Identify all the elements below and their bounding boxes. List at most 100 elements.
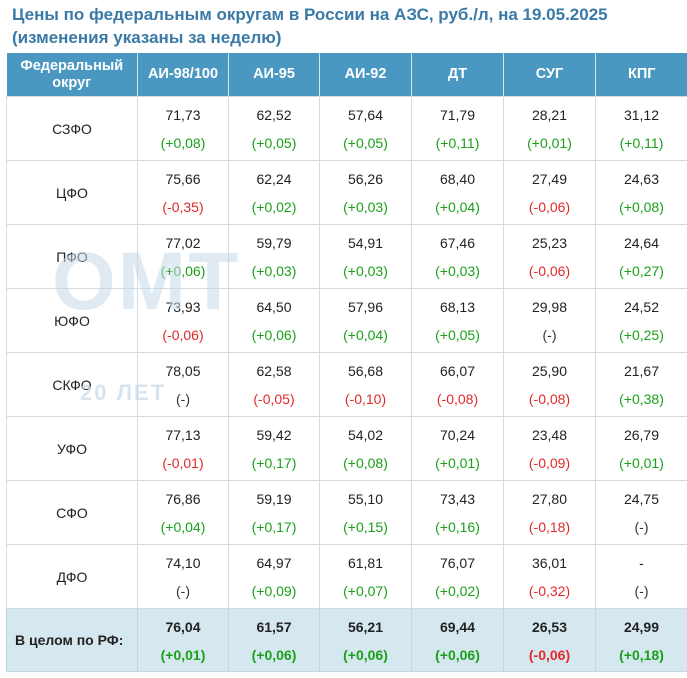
price-cell: 29,98 (-) bbox=[503, 288, 596, 353]
price-change: (-) bbox=[634, 519, 649, 535]
price-cell: 56,21 (+0,06) bbox=[319, 608, 412, 672]
price-value: 64,97 bbox=[256, 555, 292, 571]
price-change: (+0,09) bbox=[251, 583, 297, 599]
price-value: 77,13 bbox=[165, 427, 201, 443]
price-change: (-0,06) bbox=[162, 327, 204, 343]
price-cell: 26,53 (-0,06) bbox=[503, 608, 596, 672]
price-value: 55,10 bbox=[347, 491, 384, 507]
price-change: (+0,18) bbox=[619, 647, 664, 663]
price-value: 61,57 bbox=[256, 619, 292, 635]
price-value: 26,53 bbox=[531, 619, 568, 635]
price-change: (+0,04) bbox=[343, 327, 388, 343]
price-value: 36,01 bbox=[531, 555, 568, 571]
price-cell: 21,67 (+0,38) bbox=[595, 352, 687, 417]
price-value: 61,81 bbox=[347, 555, 384, 571]
price-change: (+0,15) bbox=[343, 519, 388, 535]
price-change: (+0,03) bbox=[343, 263, 388, 279]
price-change: (-0,10) bbox=[344, 391, 387, 407]
price-value: - bbox=[639, 555, 644, 571]
price-cell: 57,96 (+0,04) bbox=[319, 288, 412, 353]
price-cell: 31,12 (+0,11) bbox=[595, 96, 687, 161]
price-value: 25,23 bbox=[531, 235, 568, 251]
price-change: (-0,08) bbox=[436, 391, 479, 407]
price-value: 27,49 bbox=[531, 171, 568, 187]
price-value: 54,02 bbox=[347, 427, 384, 443]
price-cell: 64,50 (+0,06) bbox=[228, 288, 320, 353]
price-cell: 26,79 (+0,01) bbox=[595, 416, 687, 481]
price-change: (+0,27) bbox=[619, 263, 664, 279]
price-value: 24,64 bbox=[623, 235, 660, 251]
table-row: ЮФО 73,93 (-0,06) 64,50 (+0,06) 57,96 (+0,04) 6… bbox=[6, 288, 687, 353]
price-value: 76,86 bbox=[165, 491, 201, 507]
table-row: СКФО 78,05 (-) 62,58 (-0,05) 56,68 (-0,10) 66,0… bbox=[6, 352, 687, 417]
price-value: 76,07 bbox=[439, 555, 476, 571]
price-value: 71,79 bbox=[439, 107, 476, 123]
price-value: 75,66 bbox=[165, 171, 201, 187]
price-value: 23,48 bbox=[531, 427, 568, 443]
price-cell: 57,64 (+0,05) bbox=[319, 96, 412, 161]
price-change: (+0,06) bbox=[160, 263, 206, 279]
price-value: 59,19 bbox=[256, 491, 292, 507]
price-value: 56,68 bbox=[347, 363, 384, 379]
price-change: (+0,03) bbox=[251, 263, 297, 279]
price-change: (+0,02) bbox=[251, 199, 297, 215]
price-cell: 56,26 (+0,03) bbox=[319, 160, 412, 225]
price-change: (-) bbox=[542, 327, 557, 343]
price-cell: 69,44 (+0,06) bbox=[411, 608, 504, 672]
price-cell: 73,93 (-0,06) bbox=[137, 288, 229, 353]
price-value: 74,10 bbox=[165, 555, 201, 571]
price-cell: 71,73 (+0,08) bbox=[137, 96, 229, 161]
price-cell: 64,97 (+0,09) bbox=[228, 544, 320, 609]
price-cell: 36,01 (-0,32) bbox=[503, 544, 596, 609]
price-value: 57,96 bbox=[347, 299, 384, 315]
price-value: 25,90 bbox=[531, 363, 568, 379]
price-value: 78,05 bbox=[165, 363, 201, 379]
price-change: (-0,35) bbox=[162, 199, 204, 215]
header-ai95: АИ-95 bbox=[228, 53, 320, 97]
price-cell: 62,58 (-0,05) bbox=[228, 352, 320, 417]
price-value: 59,42 bbox=[256, 427, 292, 443]
region-name: УФО bbox=[6, 416, 138, 481]
price-value: 66,07 bbox=[439, 363, 476, 379]
price-change: (+0,04) bbox=[435, 199, 480, 215]
price-change: (-0,01) bbox=[162, 455, 204, 471]
region-name: СЗФО bbox=[6, 96, 138, 161]
price-cell: 24,63 (+0,08) bbox=[595, 160, 687, 225]
price-cell: 67,46 (+0,03) bbox=[411, 224, 504, 289]
header-ai92: АИ-92 bbox=[319, 53, 412, 97]
price-value: 68,13 bbox=[439, 299, 476, 315]
price-cell: 25,90 (-0,08) bbox=[503, 352, 596, 417]
price-cell: 25,23 (-0,06) bbox=[503, 224, 596, 289]
fuel-price-table: Федеральный округ АИ-98/100 АИ-95 АИ-92 … bbox=[6, 53, 687, 672]
price-change: (+0,05) bbox=[343, 135, 388, 151]
header-dt: ДТ bbox=[411, 53, 504, 97]
header-kpg: КПГ bbox=[595, 53, 687, 97]
price-cell: 76,86 (+0,04) bbox=[137, 480, 229, 545]
price-change: (+0,06) bbox=[435, 647, 480, 663]
price-value: 56,26 bbox=[347, 171, 384, 187]
total-row: В целом по РФ: 76,04 (+0,01) 61,57 (+0,06) 56… bbox=[6, 608, 687, 672]
price-cell: 78,05 (-) bbox=[137, 352, 229, 417]
price-cell: 76,07 (+0,02) bbox=[411, 544, 504, 609]
price-change: (+0,17) bbox=[251, 455, 297, 471]
price-change: (+0,05) bbox=[435, 327, 480, 343]
price-value: 77,02 bbox=[165, 235, 201, 251]
price-cell: 56,68 (-0,10) bbox=[319, 352, 412, 417]
price-value: 21,67 bbox=[623, 363, 660, 379]
table-row: СЗФО 71,73 (+0,08) 62,52 (+0,05) 57,64 (+0,05)… bbox=[6, 96, 687, 161]
price-change: (-0,06) bbox=[528, 263, 571, 279]
price-change: (+0,11) bbox=[435, 135, 480, 151]
price-cell: - (-) bbox=[595, 544, 687, 609]
price-value: 57,64 bbox=[347, 107, 384, 123]
price-cell: 59,42 (+0,17) bbox=[228, 416, 320, 481]
table-body: СЗФО 71,73 (+0,08) 62,52 (+0,05) 57,64 (+0,05)… bbox=[6, 96, 687, 672]
price-value: 67,46 bbox=[439, 235, 476, 251]
price-change: (+0,17) bbox=[251, 519, 297, 535]
price-change: (+0,08) bbox=[619, 199, 664, 215]
price-change: (+0,01) bbox=[160, 647, 206, 663]
table-row: ПФО 77,02 (+0,06) 59,79 (+0,03) 54,91 (+0,03) 6… bbox=[6, 224, 687, 289]
price-cell: 61,81 (+0,07) bbox=[319, 544, 412, 609]
price-value: 62,52 bbox=[256, 107, 292, 123]
price-cell: 75,66 (-0,35) bbox=[137, 160, 229, 225]
title-line-1: Цены по федеральным округам в России на … bbox=[12, 5, 608, 24]
